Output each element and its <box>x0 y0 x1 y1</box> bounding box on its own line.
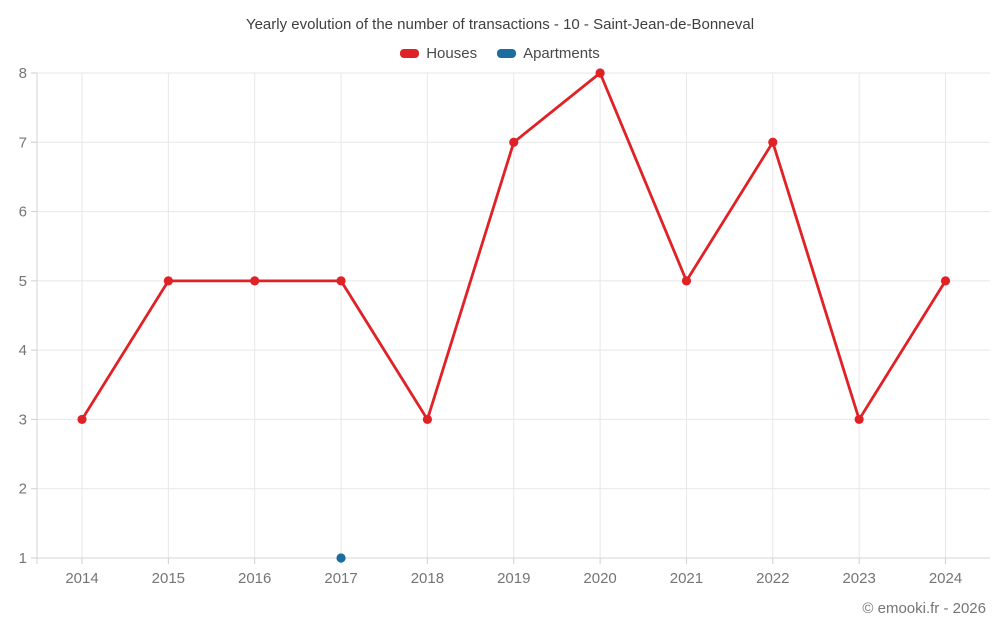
footer-credit: © emooki.fr - 2026 <box>862 600 986 617</box>
houses-point-2018[interactable] <box>422 414 432 425</box>
legend: Houses Apartments <box>0 45 1000 62</box>
legend-item-apartments[interactable]: Apartments <box>497 45 600 62</box>
y-tick-label: 6 <box>19 204 27 221</box>
houses-point-2017[interactable] <box>336 276 346 286</box>
x-tick-label: 2015 <box>152 570 185 587</box>
y-tick-label: 4 <box>19 342 27 359</box>
houses-legend-swatch <box>400 49 420 58</box>
x-tick-label: 2024 <box>929 570 962 587</box>
x-tick-label: 2022 <box>756 570 789 587</box>
houses-point-2020[interactable] <box>595 68 605 78</box>
houses-point-2014[interactable] <box>77 414 87 425</box>
x-tick-label: 2023 <box>842 570 875 587</box>
x-tick-label: 2018 <box>411 570 444 587</box>
chart-title: Yearly evolution of the number of transa… <box>245 16 755 33</box>
y-tick-label: 3 <box>19 411 27 428</box>
y-tick-label: 7 <box>19 134 27 151</box>
houses-point-2016[interactable] <box>250 276 260 286</box>
x-tick-label: 2016 <box>238 570 271 587</box>
houses-point-2022[interactable] <box>768 137 778 147</box>
y-tick-label: 8 <box>19 65 27 82</box>
apartments-point-2017[interactable] <box>336 553 346 563</box>
y-tick-label: 1 <box>19 550 27 567</box>
y-tick-label: 2 <box>19 481 27 498</box>
houses-point-2021[interactable] <box>681 276 692 286</box>
x-tick-label: 2017 <box>324 570 357 587</box>
houses-point-2023[interactable] <box>854 414 864 425</box>
apartments-legend-swatch <box>497 49 517 58</box>
legend-item-houses[interactable]: Houses <box>400 45 477 62</box>
x-tick-label: 2019 <box>497 570 530 587</box>
houses-point-2019[interactable] <box>509 137 519 147</box>
x-tick-label: 2020 <box>583 570 616 587</box>
y-tick-label: 5 <box>19 273 27 290</box>
x-tick-label: 2014 <box>65 570 98 587</box>
apartments-legend-label: Apartments <box>523 45 600 62</box>
houses-point-2015[interactable] <box>163 276 173 286</box>
houses-legend-label: Houses <box>426 45 478 62</box>
houses-point-2024[interactable] <box>940 276 951 286</box>
x-tick-label: 2021 <box>670 570 703 587</box>
